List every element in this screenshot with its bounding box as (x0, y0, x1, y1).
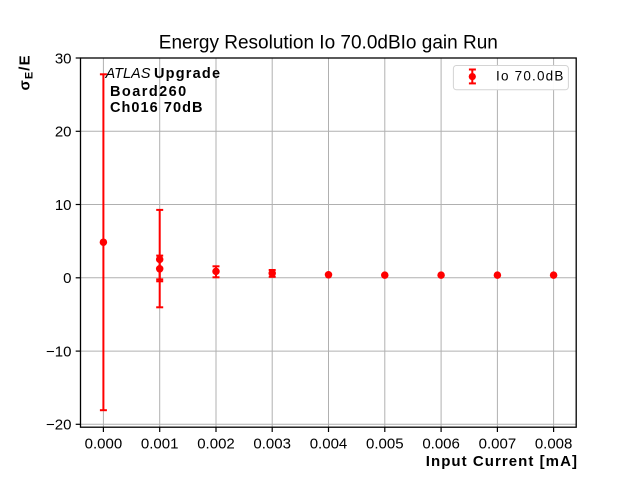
svg-text:Io 70.0dB: Io 70.0dB (496, 69, 565, 84)
svg-text:0.008: 0.008 (535, 435, 573, 452)
svg-text:−10: −10 (46, 343, 71, 360)
svg-text:Input Current [mA]: Input Current [mA] (426, 453, 578, 470)
svg-text:ATLAS: ATLAS (105, 66, 151, 82)
svg-text:0.001: 0.001 (141, 435, 179, 452)
svg-text:30: 30 (55, 50, 72, 67)
svg-text:0.007: 0.007 (479, 435, 517, 452)
svg-text:0.004: 0.004 (310, 435, 348, 452)
svg-text:Board260: Board260 (110, 84, 188, 100)
svg-text:Upgrade: Upgrade (154, 66, 221, 82)
svg-text:σE/E: σE/E (17, 54, 36, 90)
svg-text:0.003: 0.003 (253, 435, 291, 452)
svg-text:Energy Resolution Io 70.0dBIo: Energy Resolution Io 70.0dBIo gain Run (159, 32, 498, 53)
svg-text:20: 20 (55, 124, 72, 141)
svg-text:0: 0 (63, 270, 71, 287)
svg-text:0.002: 0.002 (197, 435, 235, 452)
svg-text:0.005: 0.005 (366, 435, 404, 452)
svg-text:−20: −20 (46, 417, 71, 434)
svg-text:10: 10 (55, 197, 72, 214)
svg-text:Ch016 70dB: Ch016 70dB (110, 100, 204, 116)
svg-text:0.000: 0.000 (85, 435, 123, 452)
svg-text:0.006: 0.006 (422, 435, 460, 452)
